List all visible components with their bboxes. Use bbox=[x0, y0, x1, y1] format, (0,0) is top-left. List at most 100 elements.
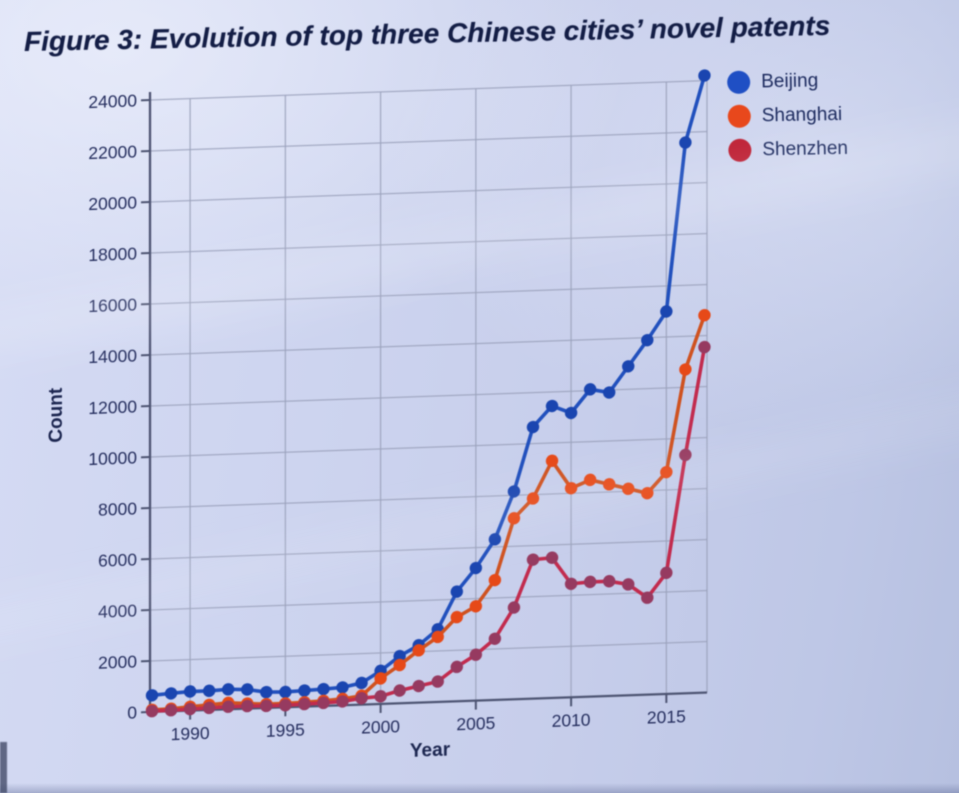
data-point-shenzhen bbox=[622, 578, 635, 591]
data-point-beijing bbox=[355, 676, 368, 690]
data-point-shanghai bbox=[393, 658, 406, 672]
data-point-beijing bbox=[317, 682, 330, 696]
data-point-beijing bbox=[298, 684, 311, 697]
y-tick-label: 6000 bbox=[98, 549, 137, 570]
data-point-shenzhen bbox=[222, 700, 235, 713]
data-point-shenzhen bbox=[603, 575, 616, 588]
data-point-beijing bbox=[260, 685, 273, 699]
data-point-shenzhen bbox=[431, 675, 444, 688]
data-point-beijing bbox=[164, 687, 178, 700]
y-tick-label: 10000 bbox=[88, 447, 137, 469]
legend-swatch-shanghai-icon bbox=[727, 104, 751, 128]
series-lines bbox=[145, 69, 711, 718]
x-tick-label: 1990 bbox=[171, 723, 210, 744]
data-point-beijing bbox=[679, 136, 692, 149]
series-shenzhen bbox=[145, 340, 711, 718]
data-point-shanghai bbox=[507, 512, 521, 525]
data-point-shenzhen bbox=[393, 684, 406, 697]
data-point-beijing bbox=[622, 360, 635, 373]
data-point-shenzhen bbox=[145, 704, 159, 718]
y-tick-label: 12000 bbox=[88, 396, 137, 418]
data-point-shenzhen bbox=[450, 660, 463, 674]
x-tick-label: 2000 bbox=[361, 716, 400, 737]
data-point-shenzhen bbox=[336, 695, 349, 708]
x-tick-label: 2015 bbox=[647, 706, 686, 727]
data-point-shanghai bbox=[469, 600, 483, 613]
data-point-shenzhen bbox=[317, 696, 330, 710]
y-tick-label: 4000 bbox=[98, 600, 137, 621]
legend-label: Shanghai bbox=[761, 103, 843, 126]
gridlines bbox=[150, 79, 708, 711]
data-point-shenzhen bbox=[412, 679, 425, 693]
data-point-shanghai bbox=[450, 610, 463, 624]
x-tick-label: 2010 bbox=[552, 710, 591, 731]
x-tick-label: 1995 bbox=[266, 720, 305, 741]
data-point-shenzhen bbox=[298, 697, 311, 711]
data-point-beijing bbox=[526, 420, 540, 434]
data-point-beijing bbox=[145, 689, 159, 702]
data-point-shenzhen bbox=[241, 699, 254, 713]
data-point-beijing bbox=[564, 406, 578, 420]
data-point-shanghai bbox=[698, 309, 711, 322]
legend-item-shanghai: Shanghai bbox=[727, 103, 848, 128]
data-point-shanghai bbox=[374, 672, 387, 685]
x-axis-tick-labels: 1990 1995 2000 2005 2010 2015 bbox=[171, 706, 686, 744]
data-point-beijing bbox=[222, 683, 235, 696]
data-point-shanghai bbox=[545, 454, 559, 468]
y-tick-label: 0 bbox=[127, 702, 137, 722]
data-point-beijing bbox=[488, 533, 502, 546]
y-tick-label: 2000 bbox=[98, 651, 137, 672]
y-axis-tick-labels: 0 2000 4000 6000 8000 10000 12000 14000 16000 180… bbox=[88, 90, 137, 722]
data-point-beijing bbox=[583, 383, 597, 396]
data-point-beijing bbox=[336, 681, 349, 694]
data-point-beijing bbox=[393, 649, 406, 663]
series-beijing bbox=[145, 69, 711, 702]
data-point-shanghai bbox=[488, 573, 502, 587]
data-point-beijing bbox=[202, 684, 216, 698]
y-tick-label: 16000 bbox=[88, 294, 137, 316]
data-point-beijing bbox=[660, 305, 673, 318]
y-tick-label: 24000 bbox=[88, 90, 137, 112]
data-point-beijing bbox=[698, 69, 711, 82]
data-point-shenzhen bbox=[507, 601, 521, 614]
data-point-shenzhen bbox=[583, 575, 597, 589]
y-tick-label: 22000 bbox=[88, 141, 137, 163]
data-point-shanghai bbox=[583, 473, 597, 487]
data-point-beijing bbox=[641, 333, 654, 347]
data-point-shenzhen bbox=[279, 699, 292, 712]
data-point-shenzhen bbox=[355, 692, 368, 705]
data-point-shenzhen bbox=[202, 701, 216, 715]
data-point-beijing bbox=[279, 685, 292, 699]
legend-swatch-beijing-icon bbox=[727, 70, 751, 94]
y-tick-label: 18000 bbox=[88, 243, 137, 265]
data-point-beijing bbox=[450, 585, 463, 598]
y-tick-label: 8000 bbox=[98, 498, 137, 519]
data-point-shenzhen bbox=[641, 591, 654, 604]
data-point-shenzhen bbox=[679, 448, 692, 462]
data-point-shenzhen bbox=[469, 648, 483, 661]
data-point-shanghai bbox=[603, 478, 616, 491]
data-point-shenzhen bbox=[564, 577, 578, 591]
legend-item-beijing: Beijing bbox=[727, 69, 847, 94]
data-point-shenzhen bbox=[660, 566, 673, 580]
data-point-shenzhen bbox=[545, 551, 559, 564]
legend-swatch-shenzhen-icon bbox=[728, 138, 752, 162]
data-point-beijing bbox=[183, 685, 197, 698]
data-point-shanghai bbox=[526, 492, 540, 505]
data-point-beijing bbox=[469, 561, 483, 575]
data-point-shenzhen bbox=[164, 704, 178, 717]
data-point-shenzhen bbox=[526, 553, 540, 566]
data-point-shenzhen bbox=[374, 690, 387, 703]
data-point-shanghai bbox=[622, 482, 635, 495]
legend: Beijing Shanghai Shenzhen bbox=[727, 69, 848, 173]
x-tick-label: 2005 bbox=[456, 713, 495, 734]
y-tick-label: 14000 bbox=[88, 345, 137, 367]
data-point-shanghai bbox=[564, 481, 578, 495]
data-point-shenzhen bbox=[260, 699, 273, 713]
data-point-shanghai bbox=[431, 630, 444, 644]
data-point-shenzhen bbox=[183, 702, 197, 716]
legend-label: Beijing bbox=[761, 69, 819, 92]
